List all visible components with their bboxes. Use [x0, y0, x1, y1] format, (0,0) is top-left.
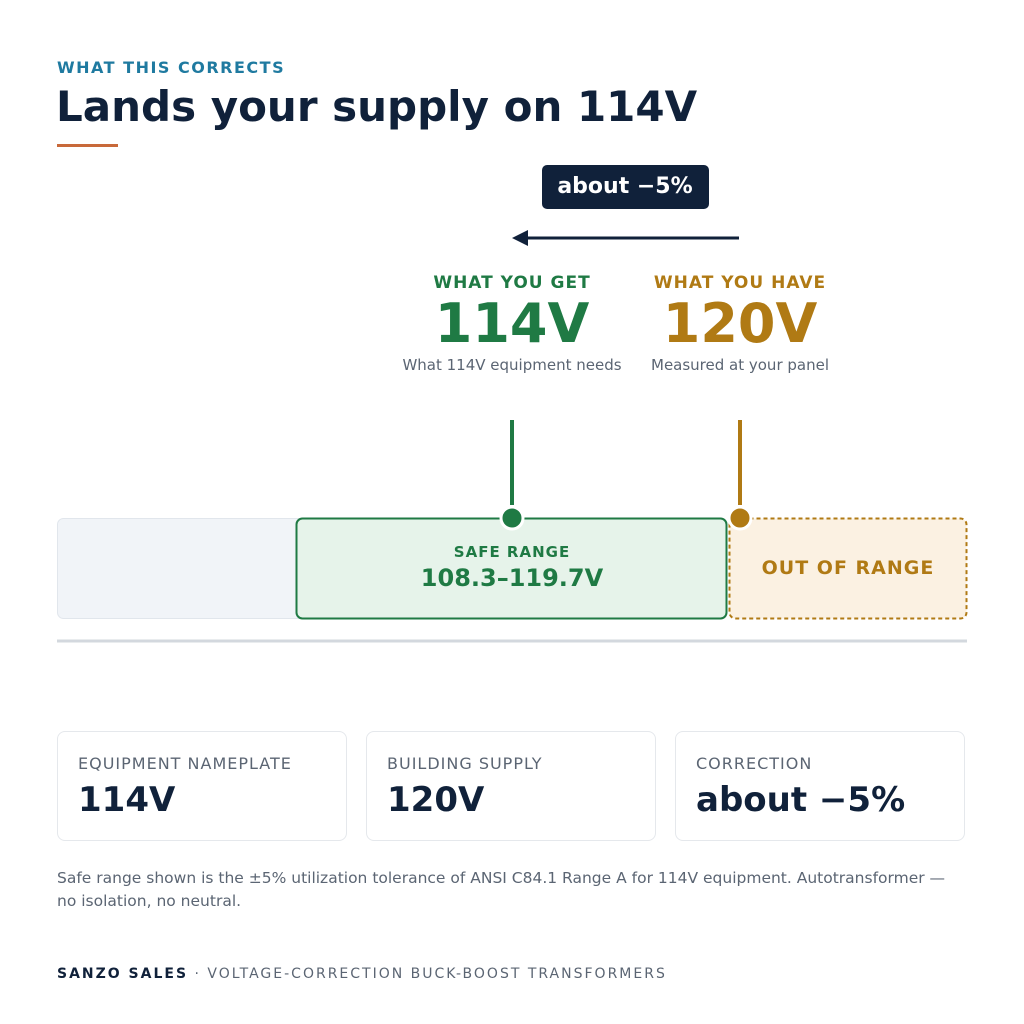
card-label: BUILDING SUPPLY	[387, 754, 543, 773]
safe-value: 108.3–119.7V	[420, 564, 604, 592]
target-value: 114V	[434, 292, 590, 355]
brand: SANZO SALES	[57, 966, 189, 982]
out-zone	[728, 517, 968, 620]
card: BUILDING SUPPLY 120V	[366, 731, 656, 841]
footnote: Safe range shown is the ±5% utilization …	[57, 869, 946, 910]
shift-label: about −5%	[557, 174, 693, 199]
target-dot	[499, 505, 525, 531]
eyebrow: WHAT THIS CORRECTS	[57, 58, 286, 77]
tagline: VOLTAGE-CORRECTION BUCK-BOOST TRANSFORME…	[207, 966, 667, 982]
target-label: WHAT YOU GET	[433, 273, 591, 293]
separator: ·	[194, 966, 201, 982]
title: Lands your supply on 114V	[56, 82, 698, 131]
shift-badge	[542, 165, 709, 209]
title-underline	[57, 144, 118, 147]
card: CORRECTION about −5%	[675, 731, 965, 841]
footer: SANZO SALES · VOLTAGE-CORRECTION BUCK-BO…	[57, 966, 667, 982]
current-label: WHAT YOU HAVE	[653, 273, 827, 293]
low-zone	[57, 518, 308, 619]
out-label: OUT OF RANGE	[761, 557, 935, 579]
card-value: 120V	[387, 780, 485, 820]
card-value: 114V	[78, 780, 176, 820]
arrow-head	[512, 230, 528, 246]
card-value: about −5%	[696, 780, 906, 820]
safe-label: SAFE RANGE	[453, 543, 571, 561]
card-label: EQUIPMENT NAMEPLATE	[78, 754, 292, 773]
card: EQUIPMENT NAMEPLATE 114V	[57, 731, 347, 841]
current-value: 120V	[662, 292, 818, 355]
current-note: Measured at your panel	[651, 356, 829, 374]
card-label: CORRECTION	[696, 754, 813, 773]
target-note: What 114V equipment needs	[402, 356, 622, 374]
current-dot	[727, 505, 753, 531]
